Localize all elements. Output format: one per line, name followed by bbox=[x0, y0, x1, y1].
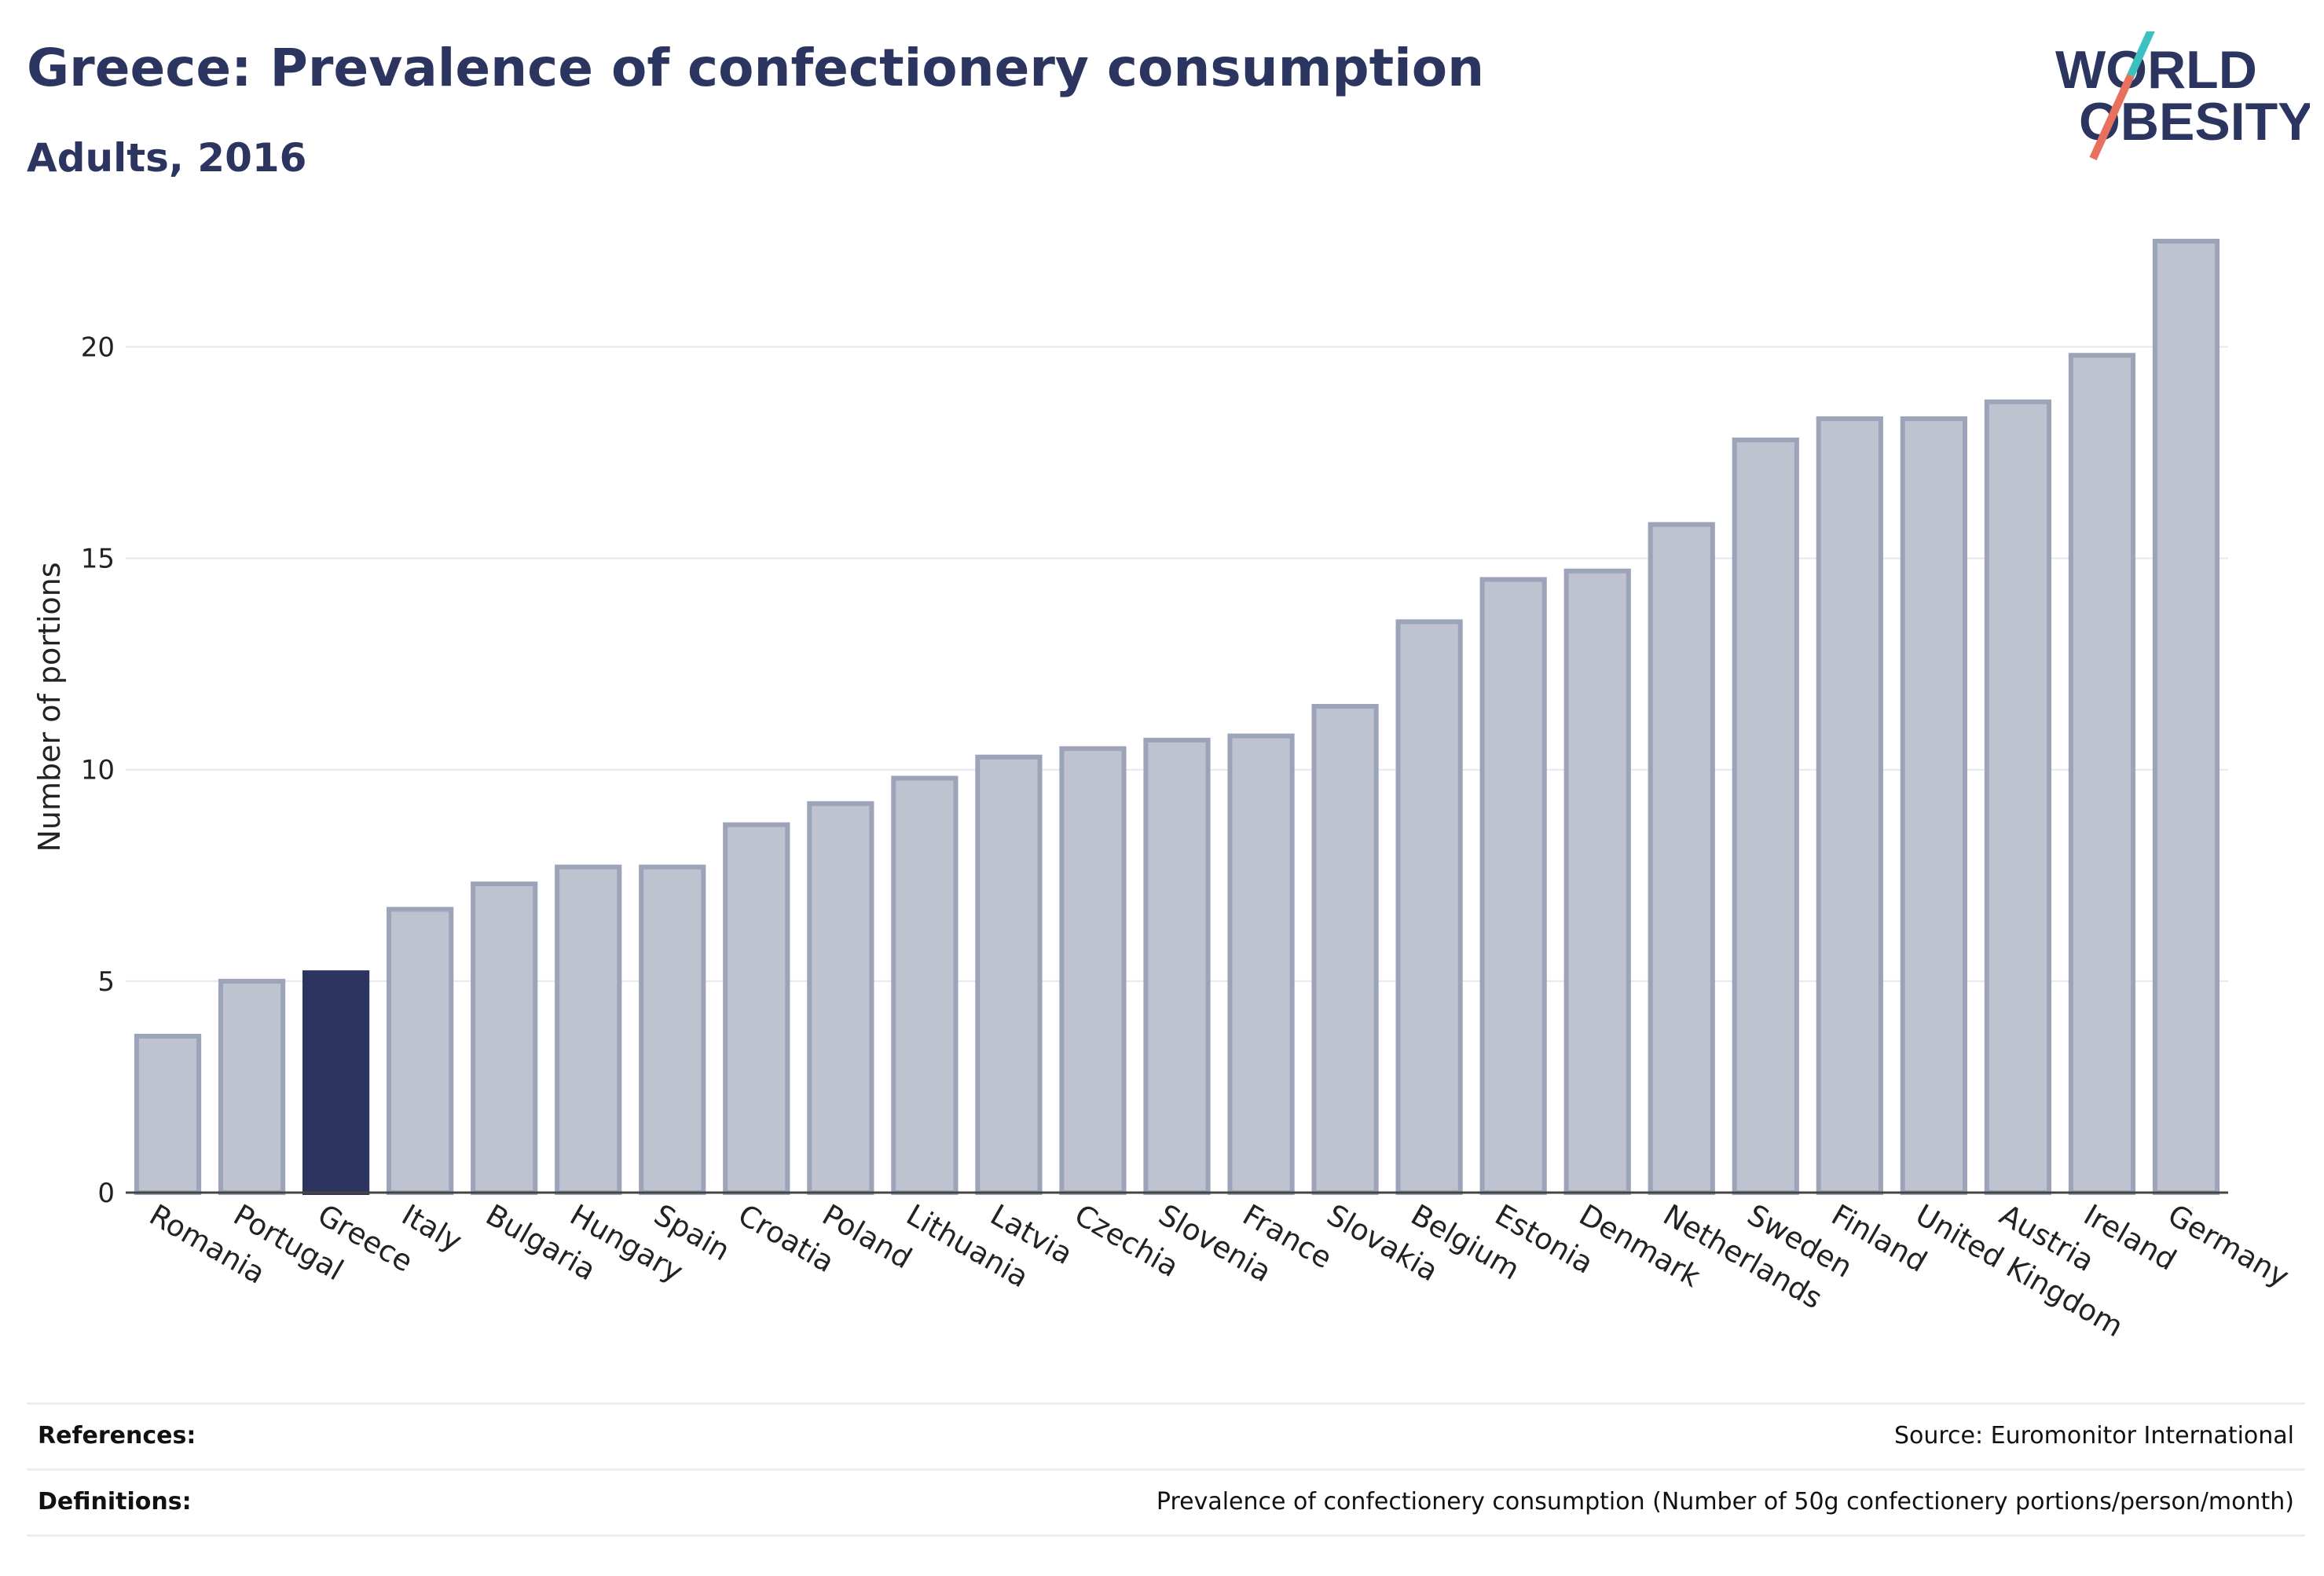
bar-ireland bbox=[2068, 353, 2136, 1195]
bar-czechia bbox=[1059, 746, 1127, 1195]
bar-portugal bbox=[218, 978, 286, 1195]
chart-title: Greece: Prevalence of confectionery cons… bbox=[27, 38, 1485, 98]
bar-slovakia bbox=[1311, 704, 1379, 1195]
definitions-row: Definitions: Prevalence of confectionery… bbox=[27, 1468, 2305, 1535]
bar-denmark bbox=[1563, 568, 1631, 1195]
y-tick-label: 20 bbox=[81, 332, 115, 363]
bar-spain bbox=[639, 864, 706, 1196]
y-tick-label: 5 bbox=[97, 966, 115, 998]
bar-sweden bbox=[1732, 437, 1799, 1195]
references-label: References: bbox=[38, 1422, 196, 1450]
bar-croatia bbox=[723, 822, 790, 1195]
references-row: References: Source: Euromonitor Internat… bbox=[27, 1402, 2305, 1469]
bar-poland bbox=[807, 801, 874, 1195]
x-tick-label: Croatia bbox=[732, 1198, 840, 1280]
bar-belgium bbox=[1395, 619, 1463, 1195]
references-value: Source: Euromonitor International bbox=[1893, 1422, 2294, 1450]
bar-hungary bbox=[555, 864, 622, 1196]
bar-bulgaria bbox=[471, 881, 538, 1195]
bar-slovenia bbox=[1143, 738, 1211, 1195]
logo-text-world: WORLD bbox=[2055, 40, 2257, 100]
bar-italy bbox=[387, 907, 454, 1196]
logo-slash-bottom bbox=[2089, 73, 2135, 161]
bar-finland bbox=[1816, 416, 1883, 1195]
y-tick-labels: 0 5 10 15 20 bbox=[81, 332, 115, 1209]
bar-romania bbox=[134, 1033, 202, 1196]
y-tick-label: 10 bbox=[81, 755, 115, 786]
definitions-label: Definitions: bbox=[38, 1488, 192, 1516]
bar-netherlands bbox=[1648, 522, 1715, 1195]
y-axis-label: Number of portions bbox=[32, 562, 67, 852]
bar-greece bbox=[302, 970, 370, 1196]
x-tick-label: Germany bbox=[2162, 1198, 2295, 1294]
bar-united-kingdom bbox=[1900, 416, 1967, 1195]
bar-france bbox=[1227, 733, 1295, 1195]
x-tick-label: Ireland bbox=[2078, 1198, 2182, 1277]
bar-latvia bbox=[975, 754, 1043, 1195]
world-obesity-logo: WORLD OBESITY bbox=[2055, 31, 2310, 161]
chart-subtitle: Adults, 2016 bbox=[27, 135, 307, 181]
bar-austria bbox=[1984, 399, 2052, 1196]
y-tick-label: 15 bbox=[81, 544, 115, 575]
logo-slash-top bbox=[2127, 31, 2155, 78]
bar-estonia bbox=[1479, 577, 1547, 1195]
y-tick-label: 0 bbox=[97, 1178, 115, 1209]
definitions-value: Prevalence of confectionery consumption … bbox=[1156, 1488, 2294, 1516]
footer-divider bbox=[27, 1534, 2305, 1537]
bar-germany bbox=[2152, 238, 2220, 1195]
bars bbox=[134, 238, 2220, 1196]
bar-lithuania bbox=[891, 775, 959, 1195]
